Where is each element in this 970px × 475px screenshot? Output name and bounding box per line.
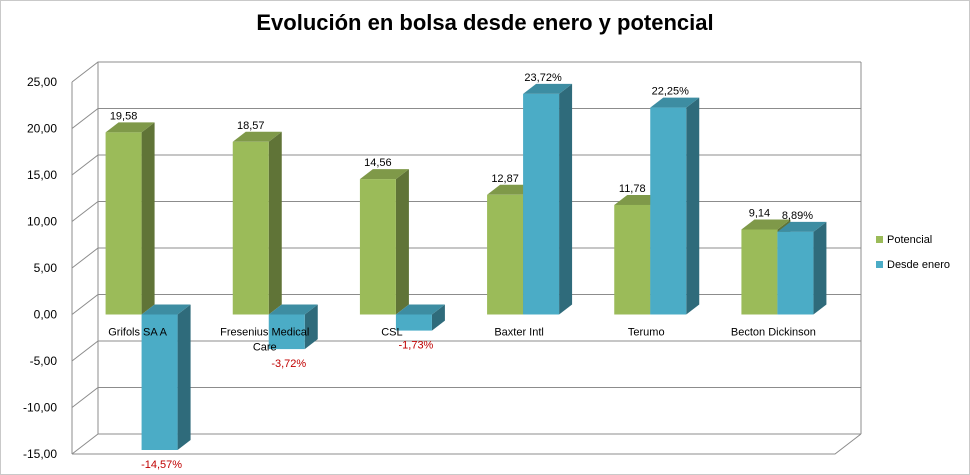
bar-side <box>141 122 155 315</box>
bar <box>523 93 560 315</box>
legend-swatch <box>876 261 883 268</box>
floor-edge <box>72 433 862 455</box>
y-tick-label: 0,00 <box>34 308 58 322</box>
bar-top <box>359 169 409 180</box>
x-tick-label: Terumo <box>628 327 665 339</box>
bar <box>777 231 814 315</box>
data-label: -3,72% <box>271 358 306 370</box>
x-tick-label: Becton Dickinson <box>731 327 816 339</box>
y-tick-label: 5,00 <box>34 261 58 275</box>
gridline <box>71 108 861 129</box>
data-label: 14,56 <box>364 157 392 169</box>
bar-side <box>177 304 191 451</box>
data-label: 19,58 <box>110 110 138 122</box>
bar-side <box>268 131 282 315</box>
bar <box>141 314 178 451</box>
y-tick-label: -10,00 <box>23 401 57 415</box>
bar-top <box>523 83 573 94</box>
bar <box>232 141 269 315</box>
y-tick-label: 10,00 <box>27 215 57 229</box>
bar-side <box>304 304 318 350</box>
bar <box>741 229 778 315</box>
bar-top <box>650 97 700 108</box>
bar-top <box>268 304 318 315</box>
bar-top <box>395 304 445 315</box>
y-tick-label: 15,00 <box>27 168 57 182</box>
data-label: 22,25% <box>652 86 690 98</box>
bar <box>614 204 651 315</box>
data-label: 23,72% <box>524 72 562 84</box>
bar-side <box>395 169 409 315</box>
data-label: 12,87 <box>491 173 519 185</box>
data-label: -14,57% <box>141 459 182 471</box>
chart-title: Evolución en bolsa desde enero y potenci… <box>256 10 714 35</box>
data-label: 18,57 <box>237 120 265 132</box>
data-label: 8,89% <box>782 210 813 222</box>
bar <box>105 132 142 315</box>
gridline <box>71 201 861 222</box>
data-label: 11,78 <box>619 183 646 195</box>
y-tick-label: -15,00 <box>23 447 57 461</box>
x-tick-label: Fresenius Medical <box>220 327 309 339</box>
gridline <box>71 61 861 83</box>
bar-side <box>813 221 827 315</box>
bar <box>650 107 687 315</box>
y-tick-label: 20,00 <box>27 122 57 136</box>
bar-top <box>105 122 155 133</box>
bar-top <box>741 219 791 230</box>
bar-side <box>686 97 700 315</box>
y-tick-label: 25,00 <box>27 75 57 89</box>
data-label: 9,14 <box>749 207 770 219</box>
bar-top <box>141 304 191 315</box>
y-tick-label: -5,00 <box>30 354 58 368</box>
bar-side <box>431 304 445 331</box>
bar <box>359 179 396 315</box>
bar-top <box>232 131 282 142</box>
x-tick-label: CSL <box>381 327 402 339</box>
data-label: -1,73% <box>398 340 433 352</box>
bar <box>395 314 432 331</box>
x-tick-label: Baxter Intl <box>494 327 544 339</box>
bar-side <box>559 83 573 315</box>
gridline <box>71 154 861 176</box>
legend-label: Desde enero <box>887 259 950 271</box>
x-tick-label: Grifols SA A <box>108 327 167 339</box>
bar <box>268 314 305 350</box>
x-tick-label: Care <box>253 342 277 354</box>
bar <box>487 194 524 315</box>
legend-label: Potencial <box>887 234 932 246</box>
bar-top <box>777 221 827 232</box>
legend-swatch <box>876 236 883 243</box>
